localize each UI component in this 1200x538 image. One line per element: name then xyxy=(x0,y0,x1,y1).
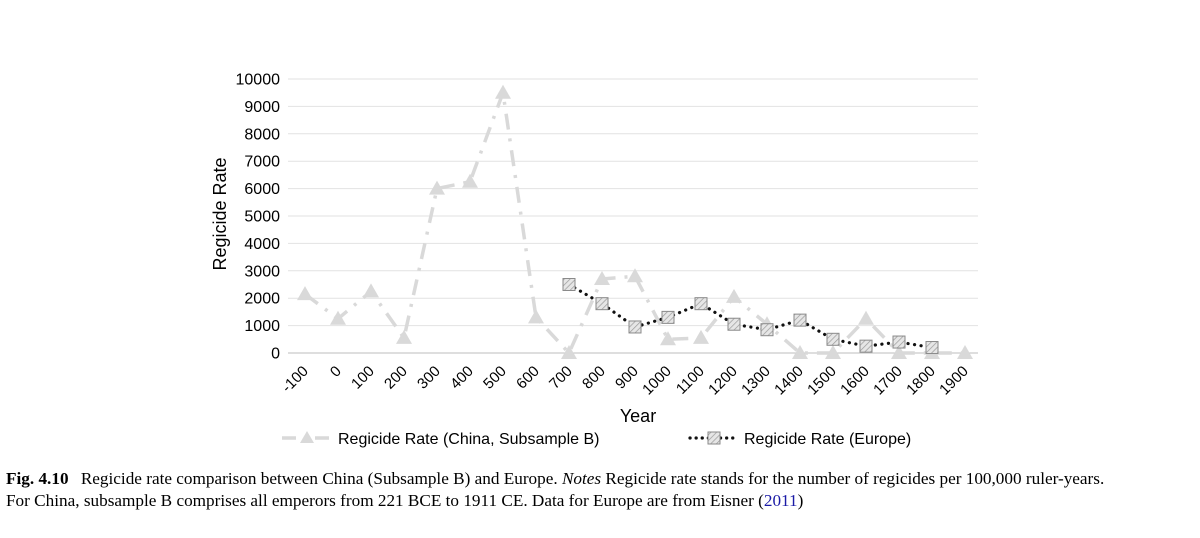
y-tick-label: 8000 xyxy=(244,126,280,143)
y-tick-label: 2000 xyxy=(244,291,280,308)
caption-text: Regicide rate comparison between China (… xyxy=(80,469,558,488)
y-tick-label: 7000 xyxy=(244,154,280,171)
x-tick-label: 500 xyxy=(480,363,510,393)
europe-data-point xyxy=(694,297,708,311)
gridlines xyxy=(288,78,978,354)
china-data-point xyxy=(693,329,709,344)
china-data-point xyxy=(726,288,742,303)
x-tick-label: 600 xyxy=(513,363,543,393)
europe-series-line xyxy=(567,282,934,350)
legend-china-marker xyxy=(300,431,314,443)
series xyxy=(297,84,973,359)
europe-data-point xyxy=(760,323,774,337)
x-axis-ticks: -100 0 100 200 300 400 500 600 700 800 90010001100… xyxy=(279,363,972,399)
x-tick-label: 900 xyxy=(612,363,642,393)
caption-notes-label: Notes xyxy=(561,469,602,488)
europe-data-point xyxy=(628,320,642,334)
legend-china-label: Regicide Rate (China, Subsample B) xyxy=(338,431,599,448)
china-data-point xyxy=(495,84,511,99)
caption-line-2: For China, subsample B comprises all emp… xyxy=(6,490,1196,512)
x-tick-label: 400 xyxy=(447,363,477,393)
y-tick-label: 9000 xyxy=(244,99,280,116)
y-tick-label: 6000 xyxy=(244,181,280,198)
europe-data-point xyxy=(892,335,906,349)
y-axis-title: Regicide Rate xyxy=(210,157,230,270)
legend: Regicide Rate (China, Subsample B) Regici… xyxy=(282,431,911,448)
china-data-point xyxy=(363,283,379,298)
x-tick-label: 200 xyxy=(381,363,411,393)
china-data-point xyxy=(660,331,676,346)
figure-label: Fig. 4.10 xyxy=(6,469,69,488)
china-data-point xyxy=(594,271,610,286)
legend-europe-marker xyxy=(707,431,721,445)
x-tick-label: 100 xyxy=(348,363,378,393)
europe-data-point xyxy=(595,297,609,311)
x-tick-label: 1700 xyxy=(870,363,906,399)
china-data-point xyxy=(891,345,907,359)
europe-data-point xyxy=(859,339,873,353)
china-data-point xyxy=(792,345,808,359)
europe-data-point xyxy=(826,332,840,346)
europe-data-point xyxy=(925,341,939,355)
china-data-point xyxy=(297,286,313,301)
europe-data-point xyxy=(661,310,675,324)
y-tick-label: 0 xyxy=(271,346,280,363)
caption-text-2: For China, subsample B comprises all emp… xyxy=(6,491,764,510)
x-tick-label: 300 xyxy=(414,363,444,393)
x-tick-label: 1800 xyxy=(903,363,939,399)
x-tick-label: 1300 xyxy=(738,363,774,399)
x-tick-label: 1200 xyxy=(705,363,741,399)
china-data-point xyxy=(858,310,874,325)
china-data-point xyxy=(825,345,841,359)
china-data-point xyxy=(462,173,478,188)
y-tick-label: 1000 xyxy=(244,318,280,335)
x-tick-label: -100 xyxy=(279,363,312,396)
x-tick-label: 700 xyxy=(546,363,576,393)
china-data-point xyxy=(330,310,346,325)
caption-line-1: Fig. 4.10 Regicide rate comparison betwe… xyxy=(6,468,1196,490)
legend-europe-label: Regicide Rate (Europe) xyxy=(744,431,911,448)
y-tick-label: 10000 xyxy=(236,72,281,89)
europe-data-point xyxy=(562,278,576,291)
x-tick-label: 1900 xyxy=(936,363,972,399)
caption-close-paren: ) xyxy=(797,491,804,510)
china-series-line xyxy=(303,90,965,355)
china-data-point xyxy=(528,309,544,324)
caption-notes-text: Regicide rate stands for the number of r… xyxy=(605,469,1105,488)
y-tick-label: 4000 xyxy=(244,236,280,253)
x-axis-title: Year xyxy=(620,406,656,426)
china-data-point xyxy=(396,329,412,344)
china-data-point xyxy=(429,180,445,195)
x-tick-label: 1000 xyxy=(639,363,675,399)
x-tick-label: 1100 xyxy=(673,363,708,398)
y-axis-ticks: 0 1000 2000 3000 4000 5000 6000 7000 8000 9000 100… xyxy=(236,72,281,363)
x-tick-label: 800 xyxy=(579,363,609,393)
regicide-chart: 0100020003000400050006000700080009000100… xyxy=(210,72,978,448)
china-data-point xyxy=(627,268,643,283)
citation-link[interactable]: 2011 xyxy=(763,491,798,510)
y-tick-label: 3000 xyxy=(244,263,280,280)
figure-caption: Fig. 4.10 Regicide rate comparison betwe… xyxy=(6,468,1196,512)
y-tick-label: 5000 xyxy=(244,209,280,226)
china-data-point xyxy=(957,345,973,359)
china-data-point xyxy=(561,345,577,359)
europe-data-point xyxy=(793,313,807,327)
x-tick-label: 1400 xyxy=(771,363,807,399)
europe-data-point xyxy=(727,317,741,331)
x-tick-label: 1600 xyxy=(837,363,873,399)
x-tick-label: 1500 xyxy=(804,363,840,399)
x-tick-label: 0 xyxy=(327,363,345,381)
